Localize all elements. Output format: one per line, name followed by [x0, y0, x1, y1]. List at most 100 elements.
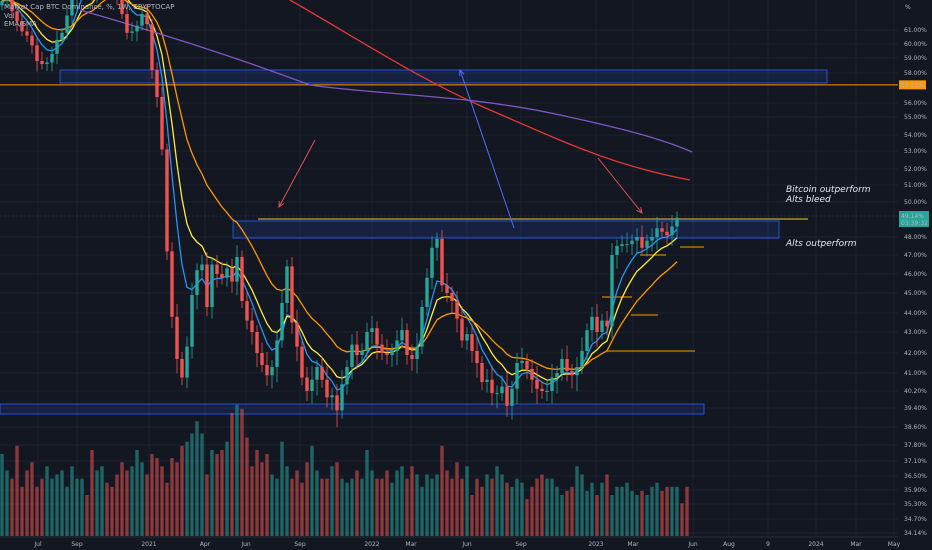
volume-bar: [415, 474, 419, 536]
candle-body: [385, 353, 389, 355]
candle-body: [515, 363, 519, 389]
time-tick-label: 2021: [141, 541, 156, 548]
volume-bar: [185, 441, 189, 536]
volume-bar: [5, 470, 9, 536]
candle-body: [655, 228, 659, 237]
candle-body: [575, 367, 579, 376]
volume-bar: [575, 466, 579, 536]
volume-bar: [265, 454, 269, 536]
volume-bars: [0, 404, 689, 536]
candle-body: [530, 369, 534, 380]
candle-body: [280, 303, 284, 341]
volume-bar: [310, 445, 314, 536]
volume-bar: [155, 458, 159, 536]
candle-body: [270, 367, 274, 376]
candle-body: [350, 344, 354, 367]
candle-body: [375, 328, 379, 345]
price-tick-label: 47.00%: [904, 252, 927, 259]
price-tick-label: 55.00%: [904, 114, 927, 121]
candle-body: [620, 244, 624, 246]
candle-body: [150, 24, 154, 70]
volume-bar: [65, 486, 69, 536]
price-tick-label: 44.00%: [904, 310, 927, 317]
volume-bar: [180, 445, 184, 536]
volume-bar: [120, 462, 124, 536]
volume-bar: [90, 449, 94, 536]
candle-body: [540, 388, 544, 391]
time-tick-label: Aug: [723, 541, 735, 548]
volume-bar: [255, 449, 259, 536]
volume-bar: [460, 478, 464, 536]
volume-bar: [435, 474, 439, 536]
candle-body: [240, 256, 244, 301]
volume-bar: [145, 474, 149, 536]
volume-bar: [650, 486, 654, 536]
candle-body: [435, 238, 439, 248]
volume-bar: [195, 421, 199, 536]
volume-bar: [680, 503, 684, 536]
price-tick-label: 53.00%: [904, 148, 927, 155]
volume-bar: [0, 454, 4, 536]
ema-mid-line: [1, 0, 678, 381]
volume-bar: [380, 478, 384, 536]
volume-bar: [170, 458, 174, 536]
legend-volume[interactable]: Vol: [4, 11, 15, 20]
candle-body: [360, 350, 364, 355]
volume-bar: [405, 478, 409, 536]
candle-body: [400, 330, 404, 341]
candle-body: [180, 359, 184, 378]
volume-bar: [430, 478, 434, 536]
price-tick-label: 36.50%: [904, 473, 927, 480]
candle-body: [645, 240, 649, 248]
price-tick-label: 39.40%: [904, 405, 927, 412]
candle-body: [525, 361, 529, 369]
legend[interactable]: Market Cap BTC Dominance, %, 1W, CRYPTOC…: [4, 3, 175, 29]
volume-bar: [300, 482, 304, 536]
candle-body: [145, 14, 149, 25]
volume-bar: [500, 474, 504, 536]
legend-symbol[interactable]: Market Cap BTC Dominance, %, 1W, CRYPTOC…: [4, 3, 175, 11]
candle-body: [140, 14, 144, 26]
candle-body: [20, 21, 24, 32]
sma-purple-line: [79, 9, 693, 153]
volume-bar: [490, 478, 494, 536]
price-tick-label: 35.30%: [904, 501, 927, 508]
volume-bar: [345, 482, 349, 536]
volume-bar: [630, 490, 634, 536]
volume-bar: [125, 470, 129, 536]
volume-bar: [190, 433, 194, 536]
price-tick-label: 50.00%: [904, 199, 927, 206]
price-axis[interactable]: % 61.00% 60.00% 59.00% 58.00% 56.00% 55.00% 54.…: [899, 4, 929, 537]
candle-body: [505, 386, 509, 406]
volume-bar: [410, 466, 414, 536]
volume-bar: [550, 478, 554, 536]
volume-bar: [320, 478, 324, 536]
volume-bar: [640, 490, 644, 536]
volume-bar: [250, 466, 254, 536]
volume-bar: [25, 470, 29, 536]
volume-bar: [160, 466, 164, 536]
candle-body: [340, 384, 344, 411]
volume-bar: [330, 466, 334, 536]
volume-bar: [565, 490, 569, 536]
candle-body: [155, 70, 159, 97]
volume-bar: [610, 495, 614, 536]
time-axis[interactable]: Jul Sep 2021 Apr Jun Sep 2022 Mar Jun Sep 2023 Mar J…: [0, 536, 901, 548]
price-tick-label: 40.20%: [904, 388, 927, 395]
candle-body: [615, 246, 619, 255]
candle-body: [170, 251, 174, 317]
candle-body: [35, 45, 39, 61]
arrow-down-left-head: [278, 200, 285, 209]
candle-body: [60, 32, 64, 40]
candle-body: [425, 277, 429, 307]
volume-bar: [45, 466, 49, 536]
candle-body: [465, 334, 469, 341]
candle-body: [165, 149, 169, 252]
volume-bar: [510, 486, 514, 536]
legend-ma[interactable]: EMA/SMA: [4, 20, 37, 28]
volume-bar: [470, 495, 474, 536]
volume-bar: [425, 474, 429, 536]
volume-bar: [50, 478, 54, 536]
candle-body: [605, 320, 609, 327]
